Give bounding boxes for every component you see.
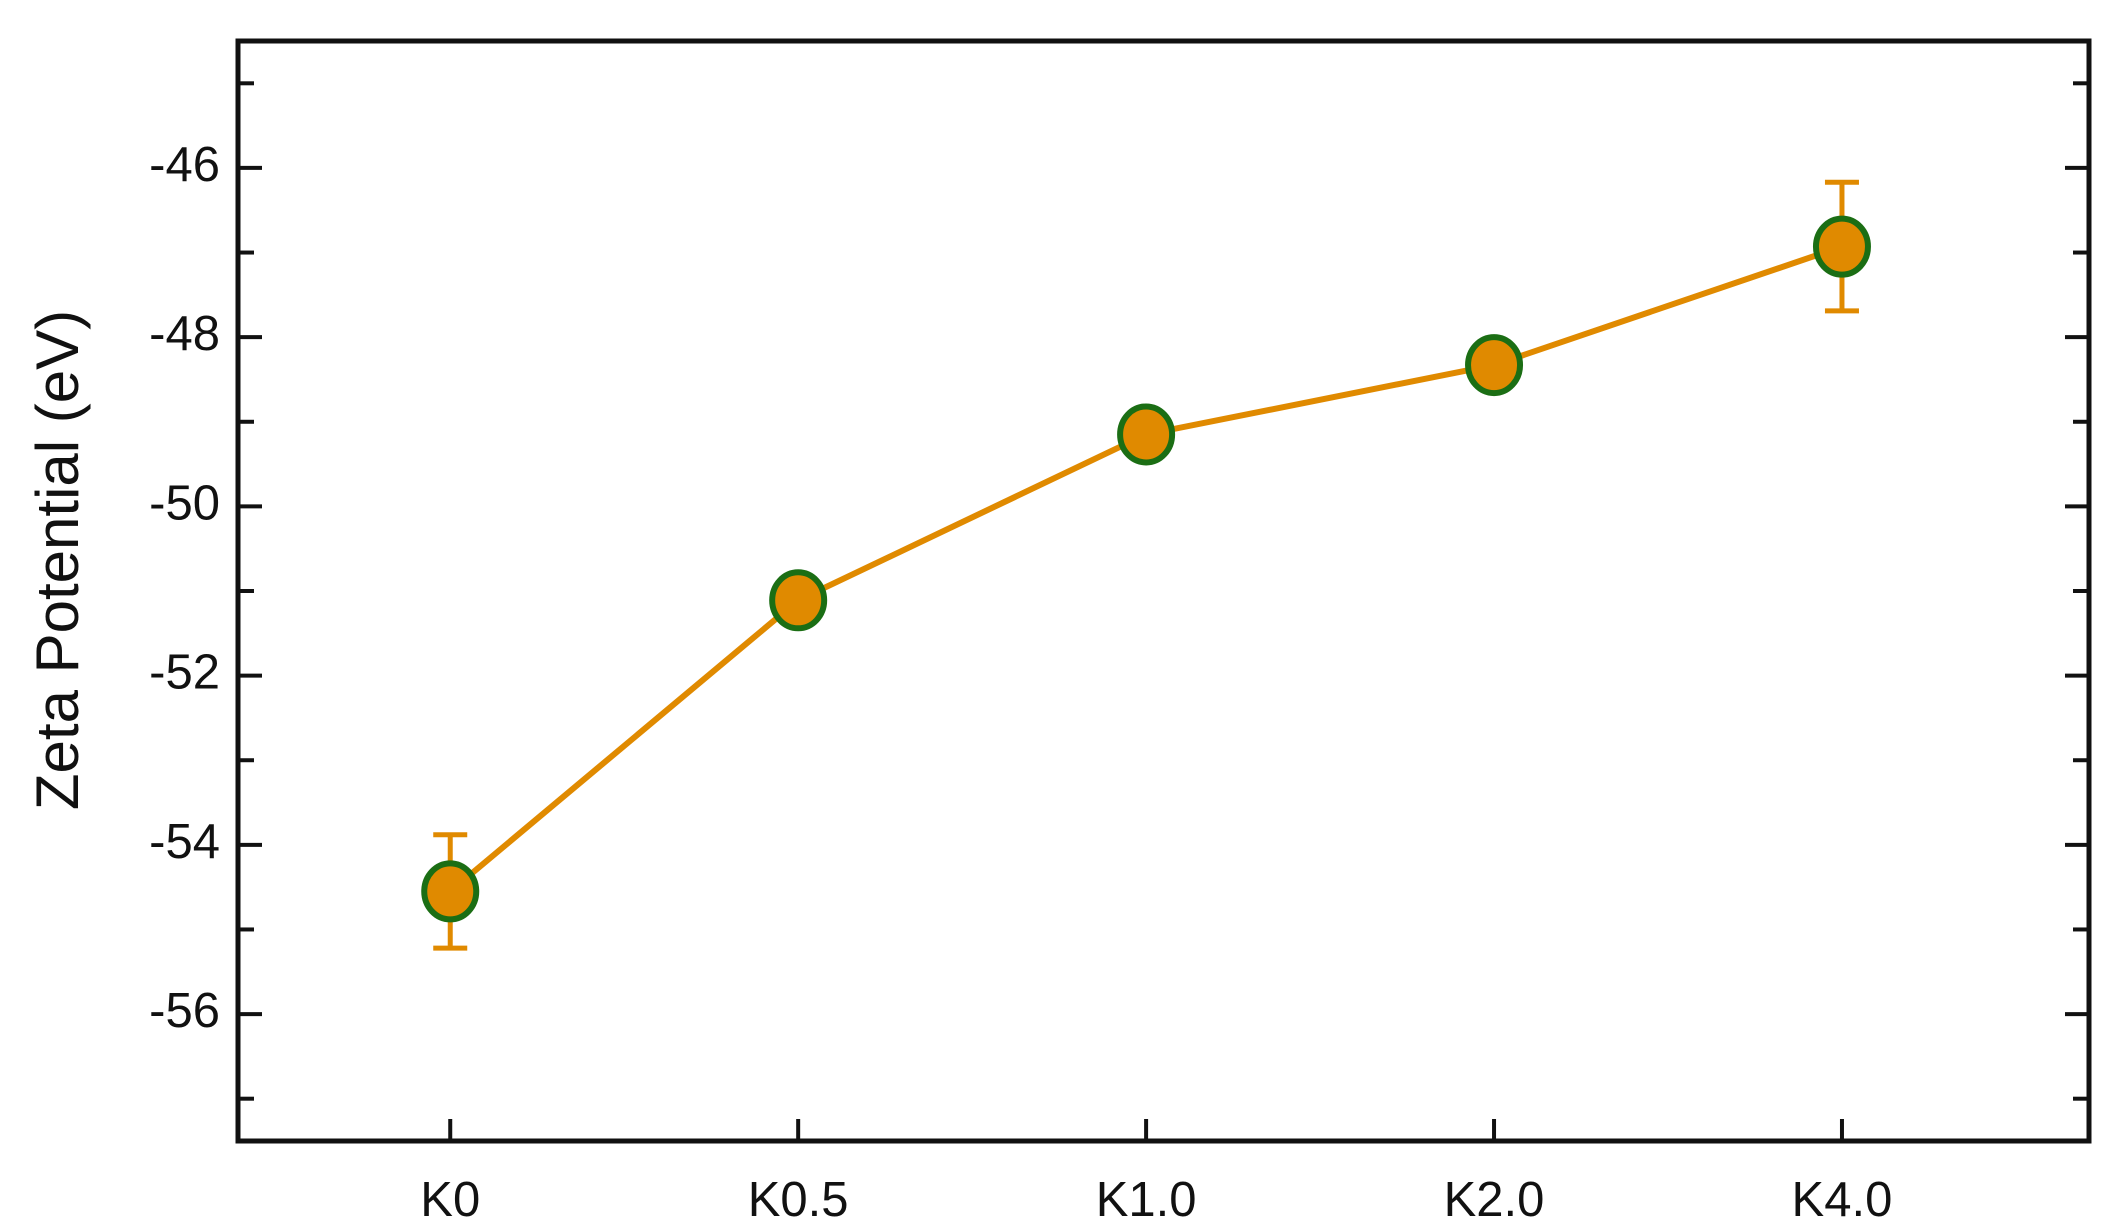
- y-tick-label: -54: [149, 815, 220, 869]
- y-tick-label: -46: [149, 138, 220, 192]
- data-point: [1812, 215, 1871, 278]
- y-tick-label: -52: [149, 646, 220, 700]
- x-tick-label: K1.0: [1096, 1173, 1197, 1227]
- y-tick-label: -50: [149, 476, 220, 530]
- x-tick-label: K0.5: [748, 1173, 849, 1227]
- data-point: [1465, 334, 1524, 397]
- x-tick-label: K0: [420, 1173, 480, 1227]
- x-tick-label: K2.0: [1444, 1173, 1545, 1227]
- x-tick-label: K4.0: [1792, 1173, 1893, 1227]
- plot-frame: [235, 38, 2092, 1144]
- y-axis-label: Zeta Potential (eV): [24, 310, 91, 810]
- data-point: [769, 569, 828, 632]
- data-point: [1117, 403, 1176, 466]
- data-line: [448, 243, 1843, 894]
- y-tick-label: -56: [149, 984, 220, 1038]
- data-point: [421, 860, 480, 923]
- y-tick-label: -48: [149, 307, 220, 361]
